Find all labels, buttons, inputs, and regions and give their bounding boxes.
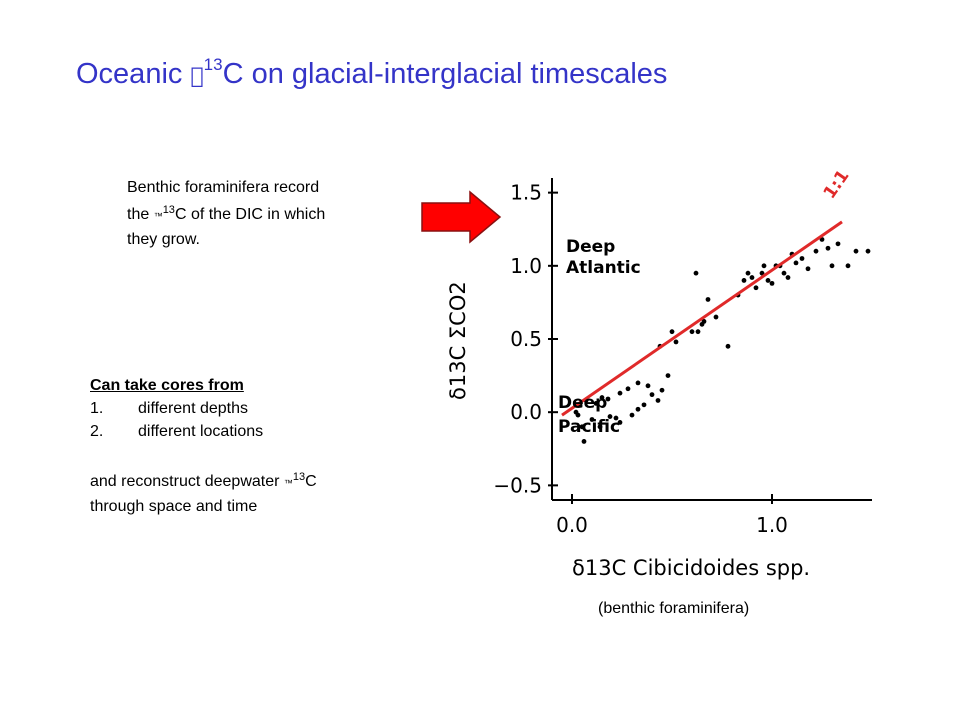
data-point — [701, 319, 707, 324]
data-point — [753, 285, 759, 291]
cores-item-2: 2. different locations — [90, 423, 264, 440]
data-point — [659, 387, 665, 393]
foraminifera-note: Benthic foraminifera record the ™13C of … — [127, 176, 325, 251]
y-tick-label: −0.5 — [493, 473, 542, 497]
data-point — [835, 241, 841, 247]
data-point — [769, 280, 775, 286]
data-point — [759, 270, 765, 276]
data-point — [635, 406, 641, 412]
cores-line-reconstruct: and reconstruct deepwater ™13C — [90, 471, 317, 490]
data-point — [589, 417, 595, 422]
data-point — [597, 424, 603, 430]
x-axis-label: δ13C Cibicidoides spp. — [572, 556, 810, 580]
data-point — [669, 329, 675, 335]
data-point — [805, 266, 811, 272]
data-point — [845, 263, 851, 269]
y-tick-label: 1.0 — [510, 254, 542, 278]
data-point — [649, 392, 655, 398]
data-point — [781, 270, 787, 276]
data-point — [599, 395, 605, 400]
data-point — [785, 275, 791, 280]
data-point — [689, 329, 695, 335]
y-axis-label: δ13C ΣCO2 — [446, 281, 470, 400]
deep-pacific-label-2: Pacific — [558, 417, 620, 437]
y-tick-label: 0.0 — [510, 400, 542, 424]
data-point — [813, 248, 819, 254]
one-to-one-line — [561, 220, 843, 417]
note-line-2: the ™13C of the DIC in which — [127, 204, 326, 223]
data-point — [745, 270, 751, 276]
y-tick-label: 1.5 — [510, 181, 542, 205]
deep-atlantic-label-2: Atlantic — [566, 258, 641, 278]
note-line-1: Benthic foraminifera record — [127, 179, 320, 196]
data-point — [605, 396, 611, 402]
data-point — [635, 380, 641, 386]
x-tick-label: 0.0 — [556, 513, 588, 537]
cores-block: Can take cores from 1. different depths 2… — [90, 374, 317, 518]
cores-item-1: 1. different depths — [90, 400, 249, 417]
data-point — [581, 439, 587, 444]
data-point — [613, 415, 619, 421]
cores-heading: Can take cores from — [90, 377, 244, 394]
data-point — [629, 412, 635, 418]
data-point — [617, 390, 623, 396]
data-point — [865, 248, 871, 254]
data-point — [693, 270, 699, 276]
right-arrow-icon — [421, 190, 502, 244]
one-to-one-label: 1:1 — [820, 166, 854, 202]
data-point — [673, 339, 679, 345]
data-point — [625, 386, 631, 392]
deep-pacific-label-1: Deep — [558, 393, 607, 413]
data-point — [617, 420, 623, 425]
data-point — [853, 248, 859, 254]
cores-line-space-time: through space and time — [90, 498, 258, 515]
data-point — [665, 373, 671, 378]
note-line-3: they grow. — [127, 231, 200, 248]
slide-title: Oceanic 13C on glacial-interglacial tim… — [76, 55, 667, 90]
data-point — [829, 263, 835, 269]
data-point — [713, 314, 719, 320]
data-point — [607, 414, 613, 419]
scatter-chart: 1.5 1.0 0.5 0.0 −0.5 0.0 1.0 1:1 Deep Atlanti… — [446, 166, 872, 580]
data-point — [765, 278, 771, 283]
data-point — [695, 329, 701, 335]
data-point — [645, 383, 651, 389]
data-point — [573, 409, 579, 415]
data-point — [641, 402, 647, 408]
data-point — [579, 424, 585, 430]
y-tick-label: 0.5 — [510, 327, 542, 351]
data-point — [705, 297, 711, 302]
data-point — [725, 343, 731, 349]
deep-atlantic-label-1: Deep — [566, 237, 615, 257]
data-point — [825, 245, 831, 251]
data-point — [793, 260, 799, 266]
data-point — [655, 398, 661, 403]
data-point — [761, 263, 767, 269]
data-point — [799, 256, 805, 261]
chart-caption: (benthic foraminifera) — [598, 600, 750, 617]
x-tick-label: 1.0 — [756, 513, 788, 537]
data-point — [749, 275, 755, 280]
data-point — [593, 401, 599, 406]
data-point — [741, 278, 747, 283]
